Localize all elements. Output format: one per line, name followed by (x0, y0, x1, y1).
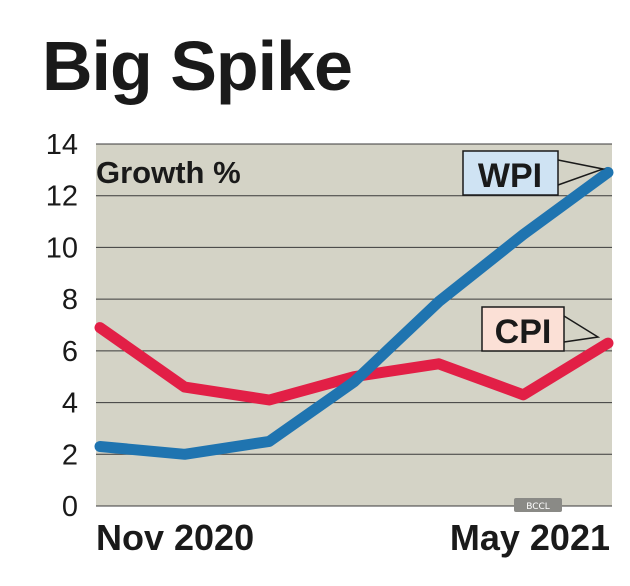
cpi-pointer (563, 315, 601, 343)
data-point-cpi (184, 386, 186, 388)
credit-text: BCCL (526, 502, 550, 512)
data-point-wpi (268, 440, 270, 442)
credit-badge-bg (514, 498, 562, 512)
chart-title: Big Spike (42, 27, 353, 105)
x-tick-label: Nov 2020 (96, 517, 254, 558)
y-tick-label: 6 (62, 336, 78, 368)
data-point-cpi (268, 399, 270, 401)
data-point-wpi (522, 234, 524, 235)
y-tick-label: 14 (46, 129, 78, 161)
legend-label-cpi: CPI (495, 313, 552, 351)
data-point-cpi (522, 394, 524, 396)
cpi-label-box (481, 306, 565, 352)
y-tick-label: 2 (62, 439, 78, 471)
credit-badge: BCCL (514, 498, 562, 512)
data-point-wpi (353, 381, 355, 383)
legend-wpi: WPI (462, 150, 606, 196)
legend-cpi: CPI (481, 306, 601, 352)
y-tick-label: 8 (62, 284, 78, 316)
x-tick-label: May 2021 (450, 517, 610, 558)
y-tick-label: 0 (62, 491, 78, 523)
data-point-wpi (99, 446, 101, 448)
data-point-wpi (438, 301, 440, 303)
data-point-wpi (184, 453, 186, 455)
data-point-cpi (438, 363, 440, 365)
series-lines (94, 166, 614, 460)
y-axis-label: Growth % (96, 155, 241, 190)
y-tick-label: 4 (62, 388, 78, 420)
y-tick-label: 10 (46, 232, 78, 264)
data-point-wpi (607, 171, 609, 173)
wpi-pointer (557, 159, 606, 186)
data-point-cpi (607, 342, 609, 344)
x-axis-labels: Nov 2020 May 2021 (96, 517, 610, 558)
wpi-label-box (462, 150, 559, 196)
data-point-cpi (99, 327, 101, 329)
y-axis-ticks: 0 2 4 6 8 10 12 14 (46, 129, 78, 523)
legend-label-wpi: WPI (478, 157, 542, 195)
y-tick-label: 12 (46, 181, 78, 213)
